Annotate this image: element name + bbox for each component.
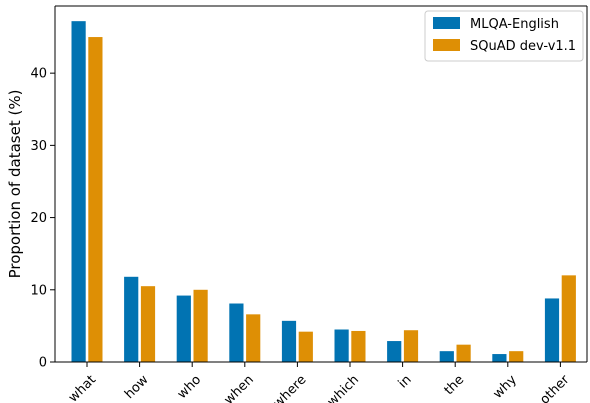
x-axis-ticks: what how who when where which in the why other xyxy=(66,362,573,403)
bar-mlqa-english-where xyxy=(281,320,297,362)
bar-squad-dev-v1-1-the xyxy=(456,344,471,362)
bar-squad-dev-v1-1-where xyxy=(298,331,313,362)
y-tick-label: 20 xyxy=(30,211,47,226)
x-tick-label-why: why xyxy=(490,372,520,402)
bar-squad-dev-v1-1-which xyxy=(351,330,366,362)
bar-squad-dev-v1-1-in xyxy=(403,330,419,362)
bar-mlqa-english-the xyxy=(439,351,454,362)
y-axis-label: Proportion of dataset (%) xyxy=(6,90,24,279)
y-tick-label: 0 xyxy=(39,356,47,371)
y-tick-label: 40 xyxy=(30,67,47,82)
bar-mlqa-english-why xyxy=(492,354,507,362)
bar-mlqa-english-in xyxy=(387,341,402,362)
bar-mlqa-english-when xyxy=(229,303,244,362)
x-tick-label-what: what xyxy=(66,372,99,403)
bar-mlqa-english-other xyxy=(544,298,560,362)
x-tick-label-where: where xyxy=(271,372,310,403)
bars xyxy=(71,21,576,362)
bar-mlqa-english-what xyxy=(71,21,86,362)
legend-label-mlqa-english: MLQA-English xyxy=(470,17,559,32)
bar-squad-dev-v1-1-who xyxy=(193,289,208,362)
x-tick-label-which: which xyxy=(325,372,362,403)
legend-frame xyxy=(424,10,584,62)
bar-squad-dev-v1-1-when xyxy=(246,314,261,362)
x-tick-label-in: in xyxy=(396,372,415,391)
bar-squad-dev-v1-1-how xyxy=(140,286,156,362)
y-tick-label: 10 xyxy=(30,283,47,298)
x-tick-label-how: how xyxy=(122,372,152,402)
legend: MLQA-English SQuAD dev-v1.1 xyxy=(424,10,584,62)
legend-swatch-squad-dev-v1-1 xyxy=(433,39,460,51)
bar-mlqa-english-who xyxy=(176,295,191,362)
y-axis-ticks: 0 10 20 30 40 xyxy=(30,67,55,371)
bar-mlqa-english-which xyxy=(334,329,349,362)
bar-squad-dev-v1-1-what xyxy=(88,37,103,362)
x-tick-label-who: who xyxy=(175,372,205,402)
x-tick-label-other: other xyxy=(537,372,573,403)
bar-squad-dev-v1-1-why xyxy=(509,351,524,362)
x-tick-label-the: the xyxy=(442,372,468,398)
x-tick-label-when: when xyxy=(221,372,256,403)
legend-swatch-mlqa-english xyxy=(433,17,460,29)
bar-squad-dev-v1-1-other xyxy=(561,275,576,362)
bar-mlqa-english-how xyxy=(124,276,139,362)
y-tick-label: 30 xyxy=(30,139,47,154)
legend-label-squad-dev-v1-1: SQuAD dev-v1.1 xyxy=(470,39,576,54)
